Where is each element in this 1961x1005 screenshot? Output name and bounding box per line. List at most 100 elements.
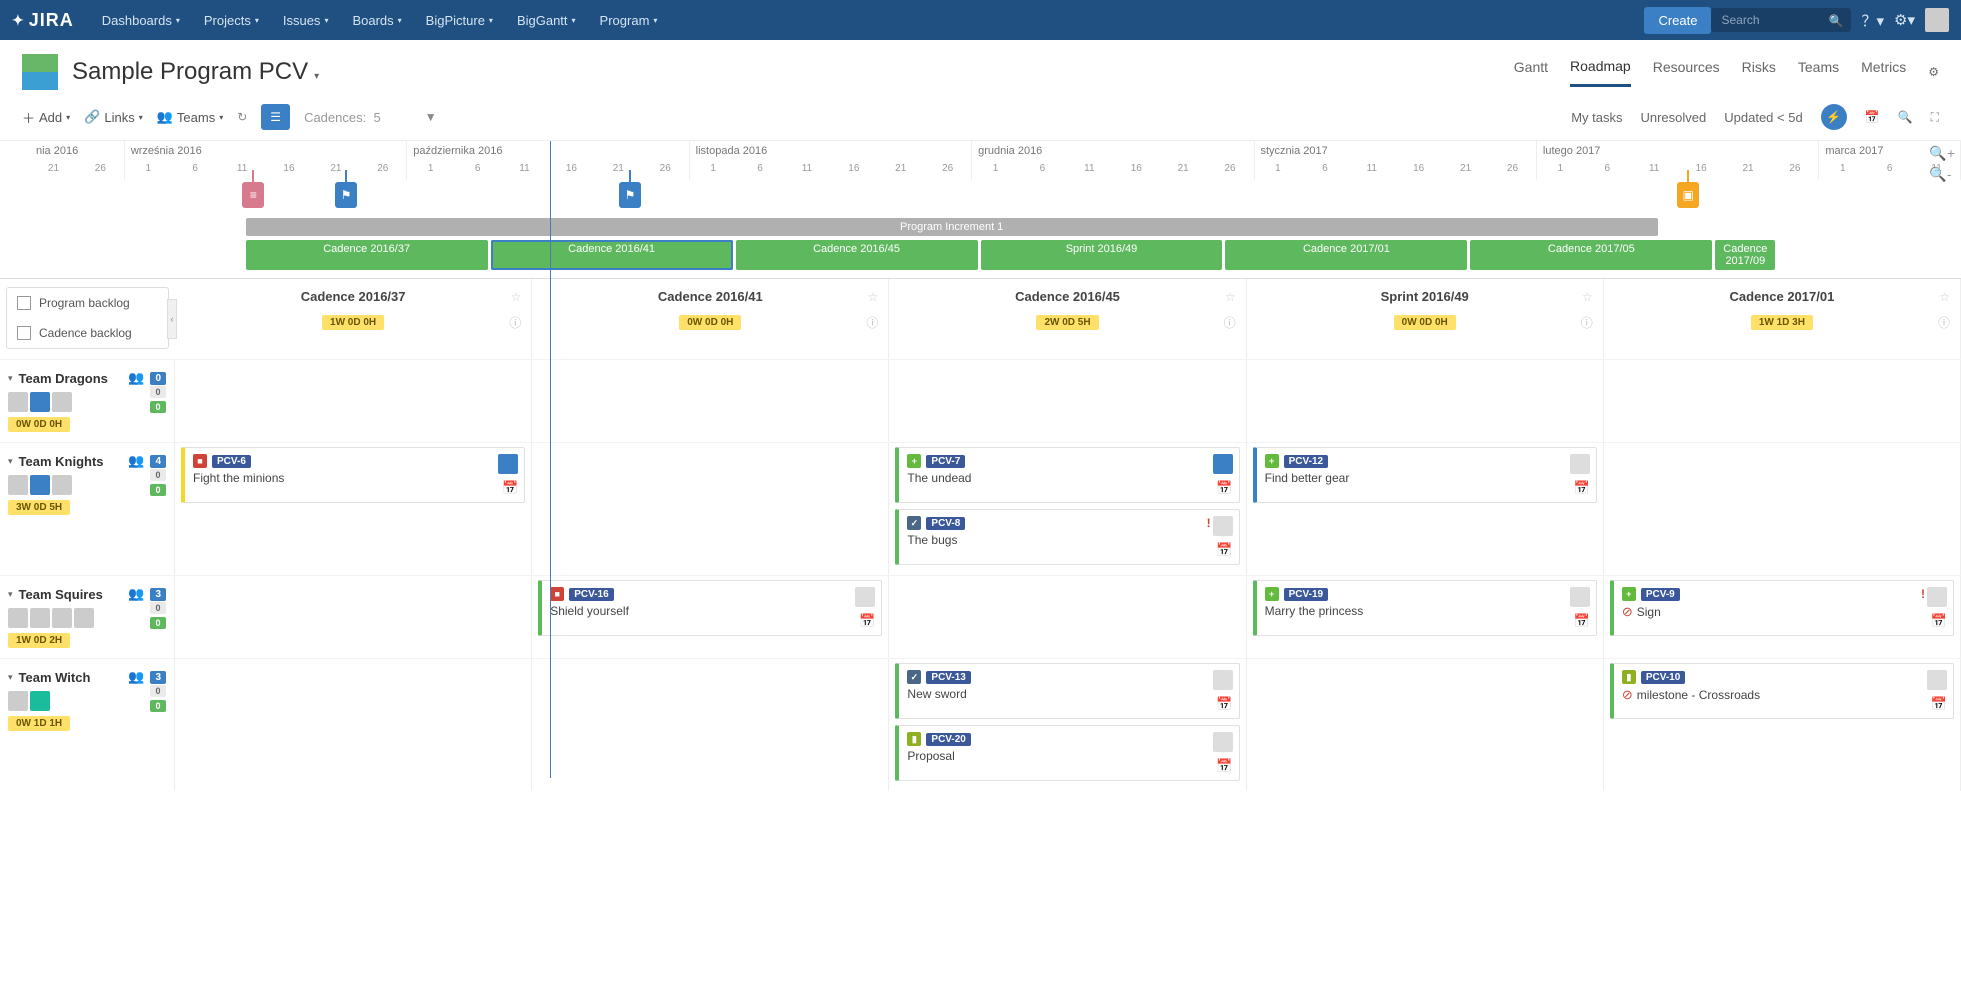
calendar-icon[interactable]: 📅: [502, 480, 518, 496]
issue-card[interactable]: ■PCV-6Fight the minions📅: [181, 447, 525, 503]
program-increment-bar[interactable]: Program Increment 1: [246, 218, 1658, 236]
member-avatar[interactable]: [74, 608, 94, 628]
nav-bigpicture[interactable]: BigPicture ▾: [416, 7, 503, 34]
info-icon[interactable]: ⓘ: [1224, 314, 1236, 331]
calendar-icon[interactable]: 📅: [1216, 696, 1232, 712]
calendar-icon[interactable]: 📅: [1931, 696, 1947, 712]
cadence-backlog[interactable]: Cadence backlog: [7, 318, 168, 348]
assignee-avatar[interactable]: [498, 454, 518, 474]
teams-button[interactable]: 👥 Teams ▾: [157, 109, 224, 125]
nav-projects[interactable]: Projects ▾: [194, 7, 269, 34]
member-avatar[interactable]: [8, 475, 28, 495]
member-avatar[interactable]: [8, 392, 28, 412]
collapse-icon[interactable]: ▾: [8, 589, 13, 600]
calendar-icon[interactable]: 📅: [1574, 480, 1590, 496]
member-avatar[interactable]: [30, 392, 50, 412]
star-icon[interactable]: ☆: [868, 290, 879, 304]
cadence-bar[interactable]: Cadence 2016/45: [736, 240, 978, 270]
tab-metrics[interactable]: Metrics: [1861, 59, 1906, 85]
nav-issues[interactable]: Issues ▾: [273, 7, 339, 34]
member-avatar[interactable]: [30, 691, 50, 711]
star-icon[interactable]: ☆: [1939, 290, 1950, 304]
tab-roadmap[interactable]: Roadmap: [1570, 58, 1631, 87]
issue-card[interactable]: +PCV-9⊘Sign!📅: [1610, 580, 1954, 636]
nav-biggantt[interactable]: BigGantt ▾: [507, 7, 586, 34]
info-icon[interactable]: ⓘ: [509, 314, 521, 331]
jira-logo[interactable]: ✦JIRA: [12, 10, 74, 31]
tab-risks[interactable]: Risks: [1742, 59, 1776, 85]
help-icon[interactable]: ？▾: [1861, 10, 1884, 31]
refresh-icon[interactable]: ↻: [237, 110, 247, 124]
fullscreen-icon[interactable]: ⛶: [1931, 110, 1939, 125]
assignee-avatar[interactable]: [1570, 454, 1590, 474]
calendar-icon[interactable]: 📅: [1216, 480, 1232, 496]
calendar-icon[interactable]: 📅: [1216, 758, 1232, 774]
star-icon[interactable]: ☆: [1225, 290, 1236, 304]
member-avatar[interactable]: [8, 691, 28, 711]
filter-icon[interactable]: ▼: [425, 110, 437, 124]
calendar-icon[interactable]: 📅: [1865, 110, 1880, 124]
nav-program[interactable]: Program ▾: [590, 7, 668, 34]
info-icon[interactable]: ⓘ: [1581, 314, 1593, 331]
info-icon[interactable]: ⓘ: [1938, 314, 1950, 331]
member-avatar[interactable]: [52, 392, 72, 412]
member-avatar[interactable]: [30, 608, 50, 628]
star-icon[interactable]: ☆: [1582, 290, 1593, 304]
cadence-bar[interactable]: Cadence 2017/01: [1225, 240, 1467, 270]
timeline-marker[interactable]: ⚑: [335, 182, 357, 208]
member-avatar[interactable]: [8, 608, 28, 628]
member-avatar[interactable]: [52, 608, 72, 628]
assignee-avatar[interactable]: [1213, 732, 1233, 752]
timeline-marker[interactable]: ▣: [1677, 182, 1699, 208]
search-icon[interactable]: 🔍: [1829, 14, 1844, 28]
tab-teams[interactable]: Teams: [1798, 59, 1839, 85]
program-backlog[interactable]: Program backlog: [7, 288, 168, 318]
gear-icon[interactable]: ⚙: [1928, 65, 1939, 79]
issue-card[interactable]: ■PCV-16Shield yourself📅: [538, 580, 882, 636]
assignee-avatar[interactable]: [1927, 670, 1947, 690]
cadence-bar[interactable]: Cadence 2016/37: [246, 240, 488, 270]
calendar-icon[interactable]: 📅: [1574, 613, 1590, 629]
user-avatar[interactable]: [1925, 8, 1949, 32]
issue-card[interactable]: ✓PCV-13New sword📅: [895, 663, 1239, 719]
settings-icon[interactable]: ⚙▾: [1894, 11, 1915, 29]
collapse-icon[interactable]: ▾: [8, 672, 13, 683]
issue-card[interactable]: ✓PCV-8The bugs!📅: [895, 509, 1239, 565]
filter-mytasks[interactable]: My tasks: [1571, 110, 1622, 125]
issue-card[interactable]: +PCV-12Find better gear📅: [1253, 447, 1597, 503]
issue-card[interactable]: ▮PCV-10⊘milestone - Crossroads📅: [1610, 663, 1954, 719]
cadence-bar[interactable]: Cadence 2017/05: [1470, 240, 1712, 270]
assignee-avatar[interactable]: [1213, 670, 1233, 690]
calendar-icon[interactable]: 📅: [1931, 613, 1947, 629]
member-avatar[interactable]: [52, 475, 72, 495]
calendar-icon[interactable]: 📅: [1216, 542, 1232, 558]
collapse-icon[interactable]: ▾: [8, 456, 13, 467]
zoom-in-icon[interactable]: 🔍+: [1929, 145, 1955, 162]
filter-updated[interactable]: Updated < 5d: [1724, 110, 1802, 125]
issue-card[interactable]: +PCV-19Marry the princess📅: [1253, 580, 1597, 636]
cadence-bar[interactable]: Cadence 2016/41: [491, 240, 733, 270]
search-toolbar-icon[interactable]: 🔍: [1898, 110, 1913, 124]
member-avatar[interactable]: [30, 475, 50, 495]
info-icon[interactable]: ⓘ: [866, 314, 878, 331]
tab-resources[interactable]: Resources: [1653, 59, 1720, 85]
filter-unresolved[interactable]: Unresolved: [1640, 110, 1706, 125]
star-icon[interactable]: ☆: [510, 290, 521, 304]
tab-gantt[interactable]: Gantt: [1514, 59, 1548, 85]
cadence-bar[interactable]: Sprint 2016/49: [981, 240, 1223, 270]
cadence-bar[interactable]: Cadence 2017/09: [1715, 240, 1775, 270]
assignee-avatar[interactable]: [1213, 516, 1233, 536]
calendar-icon[interactable]: 📅: [859, 613, 875, 629]
collapse-icon[interactable]: ▾: [8, 373, 13, 384]
nav-dashboards[interactable]: Dashboards ▾: [92, 7, 190, 34]
assignee-avatar[interactable]: [1213, 454, 1233, 474]
assignee-avatar[interactable]: [1570, 587, 1590, 607]
create-button[interactable]: Create: [1644, 7, 1711, 34]
issue-card[interactable]: ▮PCV-20Proposal📅: [895, 725, 1239, 781]
links-button[interactable]: 🔗 Links ▾: [84, 109, 143, 125]
nav-boards[interactable]: Boards ▾: [342, 7, 411, 34]
issue-card[interactable]: +PCV-7The undead📅: [895, 447, 1239, 503]
bolt-icon[interactable]: ⚡: [1821, 104, 1847, 130]
assignee-avatar[interactable]: [1927, 587, 1947, 607]
timeline-marker[interactable]: ≡: [242, 182, 264, 208]
